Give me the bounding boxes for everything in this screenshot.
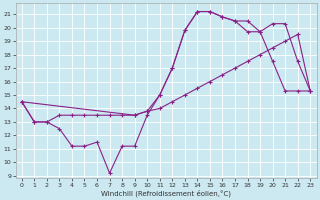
X-axis label: Windchill (Refroidissement éolien,°C): Windchill (Refroidissement éolien,°C)	[101, 189, 231, 197]
